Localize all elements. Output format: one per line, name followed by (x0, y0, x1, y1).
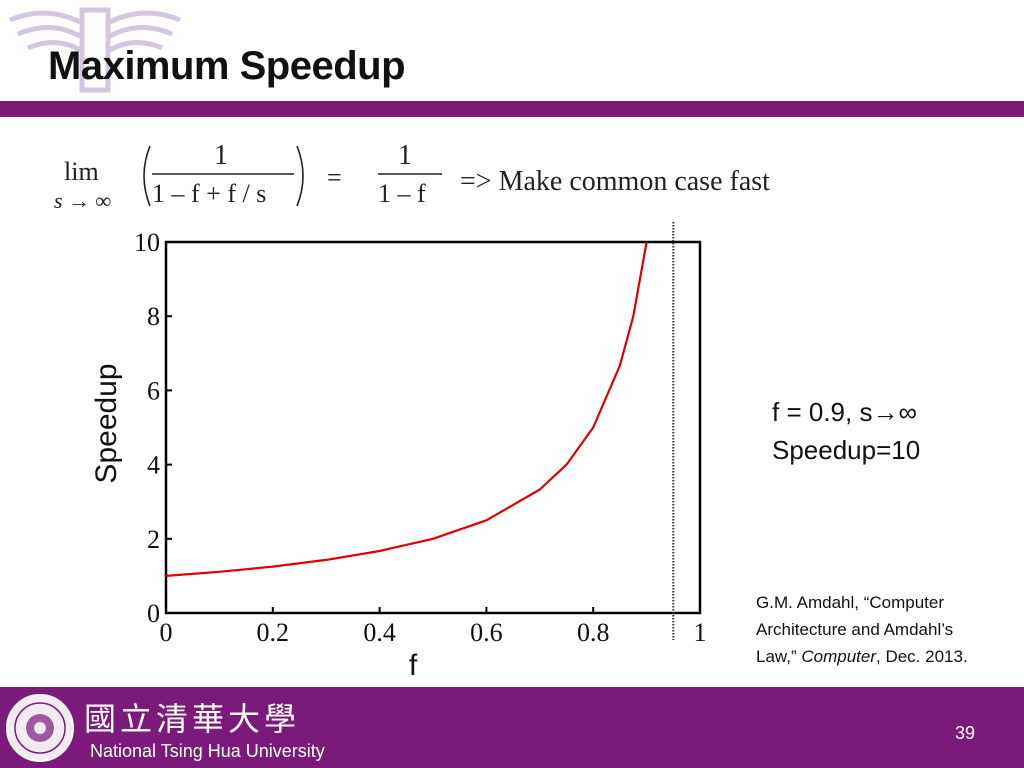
x-axis-label: f (409, 649, 418, 682)
note-line-1: f = 0.9, s→∞ (772, 397, 917, 427)
speedup-limit-formula: lim s → ∞ 1 1 – f + f / s = 1 1 – f => M… (54, 140, 770, 213)
x-tick-label: 0.2 (257, 618, 290, 647)
y-tick-label: 0 (147, 599, 160, 628)
formula-equals: = (327, 163, 342, 192)
citation-line-3-pre: Law,” (756, 647, 802, 666)
formula-numerator: 1 (214, 140, 228, 171)
formula-lim-subscript: s → ∞ (54, 188, 112, 213)
university-logo-icon (9, 7, 181, 93)
citation-line-1: G.M. Amdahl, “Computer (756, 593, 945, 612)
citation-line-2: Architecture and Amdahl’s (756, 620, 954, 639)
speedup-note: f = 0.9, s→∞ Speedup=10 (772, 393, 920, 469)
x-tick-label: 0.4 (363, 618, 396, 647)
y-tick-label: 4 (147, 451, 160, 480)
citation: G.M. Amdahl, “Computer Architecture and … (756, 589, 968, 670)
x-tick-label: 1 (694, 618, 707, 647)
citation-line-3: Law,” Computer, Dec. 2013. (756, 643, 968, 670)
speedup-curve (165, 241, 648, 577)
x-tick-label: 0.8 (577, 618, 610, 647)
formula-denominator: 1 – f + f / s (152, 179, 266, 208)
footer-bar (0, 687, 1024, 768)
formula-left-paren (143, 145, 151, 207)
university-seal-icon (6, 694, 74, 762)
university-name-chinese: 國立清華大學 (84, 700, 301, 738)
plot-frame (164, 240, 702, 615)
formula-rhs-numerator: 1 (398, 140, 412, 171)
page-number: 39 (955, 723, 976, 743)
note-line-2: Speedup=10 (772, 435, 921, 465)
citation-line-3-post: , Dec. 2013. (876, 647, 968, 666)
formula-lim: lim (64, 157, 99, 186)
y-tick-label: 10 (134, 228, 160, 257)
x-tick-label: 0 (160, 618, 173, 647)
y-tick-label: 6 (147, 376, 160, 405)
slide-title: Maximum Speedup (48, 44, 406, 88)
citation-journal: Computer (801, 647, 876, 666)
university-name-english: National Tsing Hua University (90, 741, 325, 761)
formula-conclusion: => Make common case fast (460, 166, 770, 197)
y-axis-label: Speedup (90, 363, 123, 483)
x-tick-label: 0.6 (470, 618, 503, 647)
y-tick-label: 2 (147, 525, 160, 554)
title-divider (0, 101, 1024, 117)
formula-right-paren (296, 145, 304, 207)
formula-rhs-denominator: 1 – f (378, 179, 426, 208)
y-tick-label: 8 (147, 302, 160, 331)
